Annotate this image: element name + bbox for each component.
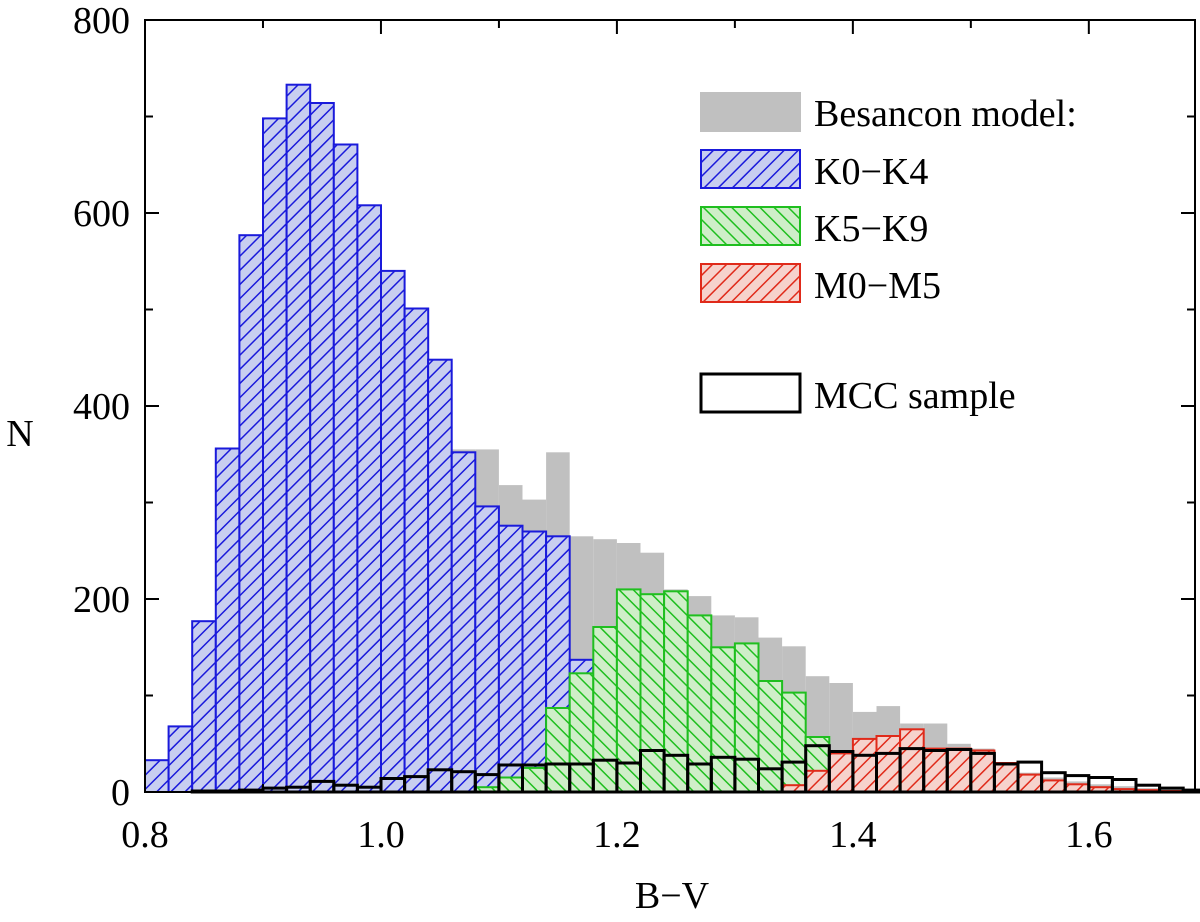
bar-m0-m5 [946, 747, 972, 793]
bar-m0-m5 [1017, 773, 1043, 793]
bar-m0-m5 [828, 752, 854, 794]
bar-m0-m5 [804, 769, 831, 793]
x-tick-label: 1.0 [357, 814, 405, 856]
bar-k0-k4 [238, 234, 264, 793]
bar-k5-k9 [568, 672, 595, 793]
y-tick-label: 600 [73, 193, 130, 235]
bar-m0-m5 [875, 735, 902, 793]
x-tick-label: 0.8 [121, 814, 169, 856]
legend-label-k0-k4: K0−K4 [814, 151, 928, 193]
bar-k5-k9 [733, 642, 760, 794]
bar-k0-k4 [521, 530, 548, 793]
y-axis-title: N [6, 413, 33, 455]
bar-k0-k4 [474, 505, 500, 793]
bar-k0-k4 [262, 117, 288, 793]
bar-k0-k4 [332, 143, 359, 793]
bar-k0-k4 [214, 447, 241, 793]
x-tick-label: 1.2 [593, 814, 641, 856]
bar-k5-k9 [592, 626, 618, 793]
legend-label-besancon: Besancon model: [814, 93, 1077, 135]
legend: Besancon model: K0−K4 K5−K9 M0−M5 MCC sa… [699, 92, 1077, 417]
bar-k0-k4 [380, 269, 406, 793]
legend-label-k5-k9: K5−K9 [814, 208, 928, 250]
legend-swatch-k0-k4 [700, 149, 801, 189]
bar-m0-m5 [922, 747, 949, 793]
legend-swatch-mcc [699, 372, 802, 414]
bar-k0-k4 [356, 204, 382, 794]
x-axis-title: B−V [635, 875, 710, 917]
legend-swatch-m0-m5 [700, 263, 801, 303]
bar-k5-k9 [710, 646, 736, 794]
bar-k0-k4 [450, 451, 477, 793]
bars-layer [144, 83, 1200, 794]
y-tick-label: 200 [73, 579, 130, 621]
legend-swatch-k5-k9 [700, 206, 801, 246]
bar-m0-m5 [1040, 779, 1067, 794]
bar-k0-k4 [497, 524, 524, 793]
bar-k0-k4 [144, 759, 170, 794]
bar-k0-k4 [403, 307, 430, 793]
bar-k5-k9 [521, 766, 548, 794]
bar-k5-k9 [497, 776, 524, 793]
bar-k5-k9 [757, 680, 784, 793]
y-tick-label: 0 [111, 772, 130, 814]
bar-m0-m5 [851, 737, 878, 794]
ticks-layer: 0.8 1.0 1.2 1.4 1.6 0 200 400 600 800 [73, 0, 1195, 856]
bar-m0-m5 [993, 762, 1020, 793]
y-tick-label: 400 [73, 386, 130, 428]
bar-k5-k9 [686, 614, 713, 794]
bar-k5-k9 [663, 590, 689, 793]
bar-m0-m5 [899, 728, 925, 793]
bar-k0-k4 [309, 102, 335, 793]
bar-m0-m5 [969, 749, 996, 793]
legend-swatch-besancon [700, 92, 801, 132]
bar-k0-k4 [285, 83, 312, 793]
bar-k5-k9 [545, 707, 571, 793]
bar-k5-k9 [639, 593, 666, 794]
bar-k0-k4 [427, 358, 453, 793]
bar-k0-k4 [191, 620, 217, 794]
bar-k5-k9 [781, 691, 807, 793]
legend-label-mcc: MCC sample [814, 375, 1016, 417]
x-tick-label: 1.4 [829, 814, 877, 856]
x-tick-label: 1.6 [1065, 814, 1113, 856]
y-tick-label: 800 [73, 0, 130, 42]
bar-k0-k4 [167, 725, 194, 794]
legend-label-m0-m5: M0−M5 [814, 265, 941, 307]
